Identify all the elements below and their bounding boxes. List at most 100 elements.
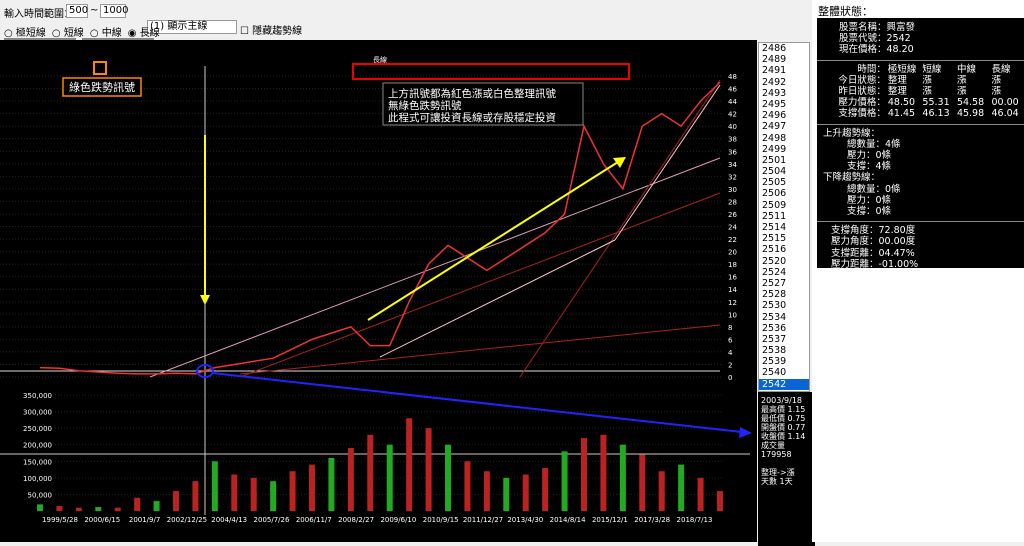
- stock-item[interactable]: 2520: [762, 255, 787, 267]
- angle-line: 支撐角度：72.80度: [831, 225, 916, 237]
- info-box: 2003/9/18 最高價 1.15 最低價 0.75 開盤價 0.77 收盤價 1.1…: [758, 392, 815, 546]
- table-cell: 中線: [956, 63, 976, 75]
- volume-bar: [406, 418, 413, 511]
- note: 此程式可讓投資長線或存股穩定投資: [388, 111, 556, 124]
- slider[interactable]: [4, 38, 76, 40]
- long-line-label: 長線: [373, 55, 387, 64]
- stock-item[interactable]: 2499: [762, 143, 787, 155]
- stock-item[interactable]: 2504: [762, 166, 787, 178]
- radio[interactable]: ○ 極短線: [4, 28, 46, 39]
- y-tick-label: 24: [728, 224, 737, 232]
- stock-item[interactable]: 2509: [762, 199, 787, 211]
- green-signal-label: 綠色跌勢訊號: [69, 80, 135, 94]
- volume-bar: [386, 444, 393, 511]
- y-tick-label: 44: [728, 98, 737, 106]
- stock-item[interactable]: 2492: [762, 76, 787, 88]
- note: 上方訊號都為紅色漲或白色整理訊號: [388, 87, 556, 100]
- price-line: [39, 81, 721, 375]
- y-tick-label: 26: [728, 211, 737, 219]
- volume-bar: [561, 451, 568, 511]
- stock-item[interactable]: 2527: [762, 277, 787, 289]
- stock-item[interactable]: 2524: [762, 266, 787, 278]
- y-tick-label: 18: [728, 261, 737, 269]
- stock-item[interactable]: 2495: [762, 98, 787, 110]
- stock-item[interactable]: 2493: [762, 87, 787, 99]
- y-tick-label: 40: [728, 123, 737, 131]
- table-cell: 45.98: [956, 108, 985, 120]
- volume-bar: [289, 471, 296, 511]
- y-tick-label: 36: [728, 148, 737, 156]
- stock-item[interactable]: 2530: [762, 300, 787, 312]
- y-tick-label: 2: [728, 361, 732, 369]
- volume-bar: [134, 497, 141, 511]
- table-cell: 支撐價格：: [838, 108, 886, 120]
- status-panel: 整體狀態： 股票名稱：興富發 股票代號：2542 現在價格：48.20 時間： 極短線短…: [812, 0, 1024, 542]
- signal-box: [352, 63, 630, 80]
- stock-item[interactable]: 2501: [762, 154, 787, 166]
- stock-item[interactable]: 2537: [762, 333, 787, 345]
- stock-item[interactable]: 2538: [762, 345, 787, 357]
- radio-label: 長線: [139, 28, 160, 39]
- trend-line: 下降趨勢線：: [823, 172, 881, 184]
- table-cell: 48.50: [887, 97, 916, 109]
- table-cell: 54.58: [956, 97, 985, 109]
- stock-item[interactable]: 2515: [762, 233, 787, 245]
- status-title: 整體狀態：: [818, 5, 873, 18]
- signal-box: [93, 61, 107, 75]
- volume-bar: [75, 507, 82, 511]
- x-tick-label: 1999/5/28: [42, 516, 78, 524]
- x-tick-label: 2018/7/13: [677, 516, 713, 524]
- stock-item[interactable]: 2496: [762, 110, 787, 122]
- volume-tick-label: 50,000: [28, 491, 53, 499]
- stock-item[interactable]: 2498: [762, 132, 787, 144]
- stock-item[interactable]: 2539: [762, 356, 787, 368]
- stock-item[interactable]: 2536: [762, 322, 787, 334]
- basic-line: 股票代號：2542: [839, 33, 911, 45]
- radio[interactable]: ◉ 長線: [127, 28, 160, 39]
- volume-bar: [270, 481, 277, 511]
- note-box: [382, 82, 584, 126]
- volume-bar: [600, 434, 607, 511]
- trend-line: 總數量：4條: [847, 138, 901, 150]
- stock-item[interactable]: 2511: [762, 210, 787, 222]
- x-tick-label: 2014/8/14: [550, 516, 586, 524]
- y-tick-label: 34: [728, 161, 737, 169]
- from-input[interactable]: 500: [66, 4, 88, 18]
- stock-item[interactable]: 2528: [762, 289, 787, 301]
- volume-bar: [192, 481, 199, 511]
- stock-item[interactable]: 2534: [762, 311, 787, 323]
- stock-item[interactable]: 2491: [762, 65, 787, 77]
- to-input[interactable]: 1000: [100, 4, 128, 18]
- stock-item[interactable]: 2489: [762, 54, 787, 66]
- volume-bar: [464, 461, 471, 511]
- hide-trend-checkbox[interactable]: ☐ 隱藏趨勢線: [240, 26, 303, 37]
- x-tick-label: 2013/4/30: [507, 516, 543, 524]
- table-cell: 今日狀態：: [838, 74, 886, 86]
- stock-item[interactable]: 2505: [762, 177, 787, 189]
- line-dropdown[interactable]: (1) 顯示主線: [147, 20, 237, 34]
- radio[interactable]: ○ 短線: [51, 28, 84, 39]
- highlight: [196, 364, 214, 378]
- table-cell: 55.31: [922, 97, 950, 109]
- stock-item[interactable]: 2506: [762, 188, 787, 200]
- stock-item[interactable]: 2540: [762, 367, 787, 379]
- stock-item[interactable]: 2486: [762, 43, 787, 54]
- x-tick-label: 2008/2/27: [338, 516, 374, 524]
- radio[interactable]: ○ 中線: [89, 28, 122, 39]
- slider[interactable]: [82, 38, 154, 40]
- y-tick-label: 28: [728, 198, 737, 206]
- stock-item[interactable]: 2542: [759, 378, 809, 390]
- volume-bar: [56, 506, 63, 511]
- stock-item[interactable]: 2516: [762, 244, 787, 256]
- y-tick-label: 14: [728, 286, 737, 294]
- volume-bar: [619, 444, 626, 511]
- info-line: 整理->漲: [761, 468, 795, 477]
- volume-bar: [445, 444, 451, 511]
- radio-label: 極短線: [15, 28, 46, 39]
- x-tick-label: 2006/11/7: [296, 516, 332, 524]
- stock-item[interactable]: 2497: [762, 121, 787, 133]
- x-tick-label: 2005/7/26: [254, 516, 290, 524]
- y-tick-label: 20: [728, 249, 737, 257]
- trend-line: [149, 157, 721, 378]
- stock-item[interactable]: 2514: [762, 222, 787, 233]
